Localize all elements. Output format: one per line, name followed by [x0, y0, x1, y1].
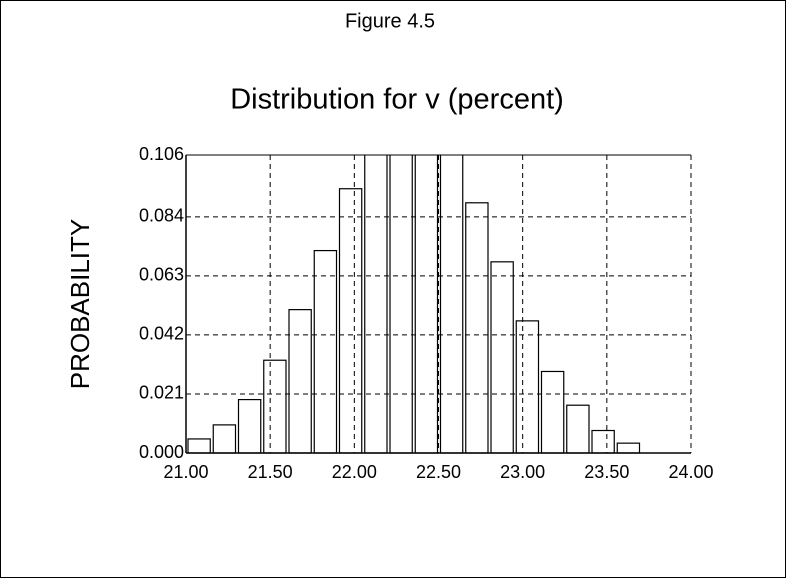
bar [540, 370, 565, 454]
bar [364, 155, 388, 454]
bar [566, 404, 590, 454]
x-tick-label: 21.00 [163, 462, 208, 482]
bar [237, 398, 262, 454]
bar [465, 202, 489, 454]
y-axis-label: PROBABILITY [65, 219, 95, 390]
x-tick-label: 23.00 [500, 462, 545, 482]
y-tick-label: 0.000 [139, 442, 184, 462]
bar [338, 188, 363, 454]
bar [187, 438, 211, 454]
bar [389, 155, 413, 454]
x-tick-label: 24.00 [668, 462, 713, 482]
bar [288, 309, 312, 454]
x-tick-label: 22.00 [332, 462, 377, 482]
bar [616, 442, 641, 454]
bar [591, 429, 615, 454]
bar [313, 249, 338, 454]
bar [414, 155, 439, 454]
chart-title: Distribution for v (percent) [230, 84, 564, 116]
bar [515, 320, 540, 454]
y-tick-label: 0.106 [139, 144, 184, 164]
bar [439, 155, 464, 454]
bar [212, 424, 237, 454]
x-tick-label: 23.50 [584, 462, 629, 482]
bar [490, 261, 514, 454]
y-tick-label: 0.084 [139, 206, 184, 226]
x-tick-label: 22.50 [416, 462, 461, 482]
y-tick-label: 0.063 [139, 265, 184, 285]
figure-label: Figure 4.5 [345, 10, 435, 32]
x-tick-label: 21.50 [248, 462, 293, 482]
bar [263, 359, 287, 454]
y-tick-label: 0.021 [139, 383, 184, 403]
y-tick-label: 0.042 [139, 324, 184, 344]
